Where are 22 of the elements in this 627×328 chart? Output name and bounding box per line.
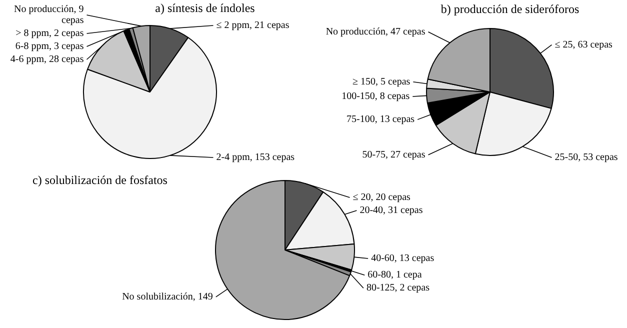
slice-label: 6-8 ppm, 3 cepas <box>15 41 84 52</box>
slice-label: ≤ 20, 20 cepas <box>352 192 411 204</box>
slice-label: 4-6 ppm, 28 cepas <box>10 54 84 66</box>
slice-label: ≥ 150, 5 cepas <box>352 76 410 88</box>
slice-label: 75-100, 13 cepas <box>346 114 415 126</box>
slice-label: No producción, 47 cepas <box>326 26 426 38</box>
chart-title: c) solubilización de fosfatos <box>32 173 168 188</box>
slice-label: 20-40, 31 cepas <box>360 205 423 216</box>
slice-label: 2-4 ppm, 153 cepas <box>216 152 295 164</box>
slice-label: 80-125, 2 cepas <box>366 282 430 294</box>
slice-label: No solubilización, 149 <box>122 292 213 303</box>
chart-title: a) síntesis de índoles <box>155 1 256 16</box>
slice-label: 50-75, 27 cepas <box>362 149 426 160</box>
slice-label: 100-150, 8 cepas <box>342 91 410 102</box>
slice-label: 25-50, 53 cepas <box>554 152 618 164</box>
chart-title: b) producción de sideróforos <box>440 2 580 16</box>
slice-label: ≤ 25, 63 cepas <box>554 39 613 50</box>
slice-label: > 8 ppm, 2 cepas <box>16 28 84 40</box>
slice-label: No producción, 9 cepas <box>14 4 84 26</box>
slice-label: 40-60, 13 cepas <box>371 253 434 264</box>
slice-label: ≤ 2 ppm, 21 cepas <box>216 20 290 32</box>
slice-label: 60-80, 1 cepa <box>368 270 422 281</box>
